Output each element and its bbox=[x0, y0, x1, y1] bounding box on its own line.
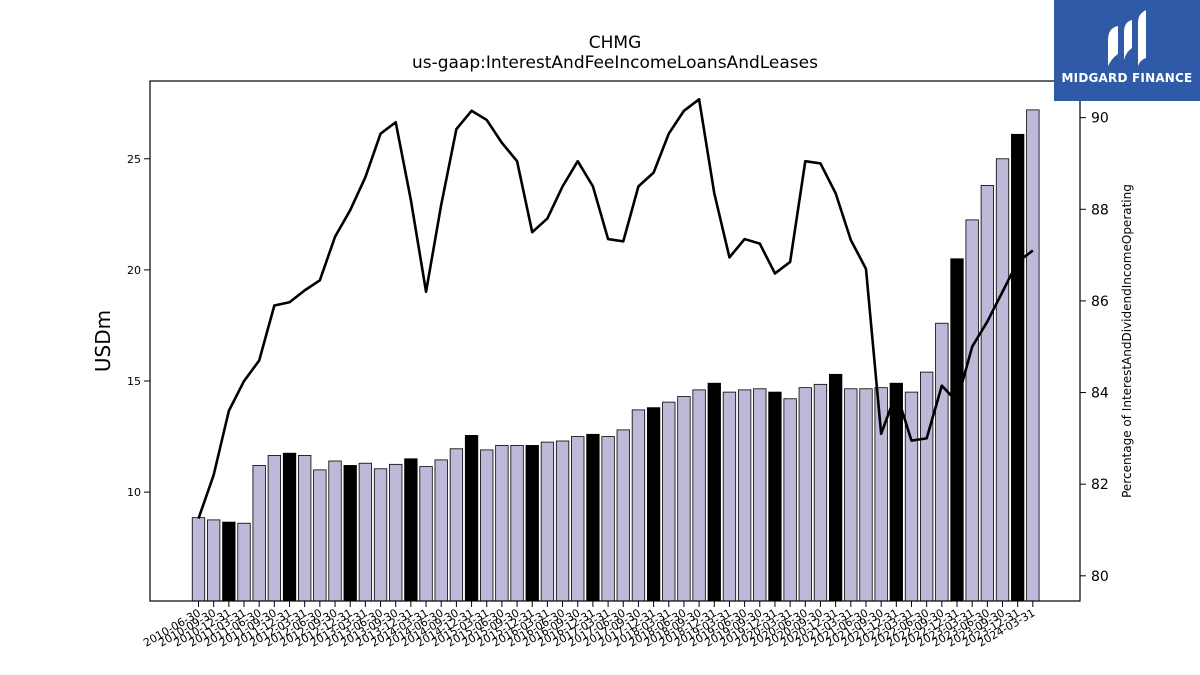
bar-2015-12-31 bbox=[525, 445, 539, 602]
right-axis: 80 82 84 86 88 90 bbox=[1080, 111, 1109, 585]
bar-2016-09-30 bbox=[571, 436, 585, 602]
bar-2011-12-31 bbox=[282, 452, 297, 602]
bar-2019-03-31 bbox=[722, 391, 737, 602]
bar-2017-09-30 bbox=[631, 409, 646, 602]
y2-tick-label: 84 bbox=[1091, 386, 1109, 402]
bar-2012-09-30 bbox=[328, 460, 342, 602]
x-axis: 2010-06-302010-09-302010-12-312011-03-31… bbox=[141, 601, 1037, 650]
line-series bbox=[197, 98, 1034, 519]
bar-2023-06-30 bbox=[980, 185, 994, 602]
bar-2019-09-30 bbox=[753, 388, 767, 602]
y-tick-label: 15 bbox=[127, 375, 141, 388]
bar-2020-09-30 bbox=[813, 383, 828, 602]
bar-2011-06-30 bbox=[252, 465, 266, 602]
bar-2014-09-30 bbox=[449, 448, 464, 602]
logo-mark-icon bbox=[1108, 10, 1146, 66]
bar-2022-12-31 bbox=[950, 258, 964, 602]
bar-2015-03-31 bbox=[480, 449, 494, 602]
y-axis-label: USDm bbox=[91, 310, 115, 372]
bar-2010-06-30 bbox=[191, 517, 206, 602]
bar-2023-03-31 bbox=[965, 219, 979, 602]
bar-2022-09-30 bbox=[935, 322, 949, 602]
bar-2016-06-30 bbox=[555, 440, 570, 602]
bar-2023-09-30 bbox=[995, 158, 1010, 602]
bar-2021-06-30 bbox=[859, 388, 873, 602]
y-tick-label: 20 bbox=[127, 264, 141, 277]
plot-frame bbox=[149, 80, 1081, 602]
bar-2020-03-31 bbox=[783, 398, 797, 602]
bar-2020-12-31 bbox=[828, 373, 843, 602]
bar-2021-12-31 bbox=[889, 382, 903, 602]
y2-tick-label: 90 bbox=[1091, 111, 1109, 127]
midgard-finance-logo: MIDGARD FINANCE bbox=[1054, 0, 1200, 101]
bar-2017-12-31 bbox=[646, 407, 661, 602]
y-tick-label: 10 bbox=[127, 486, 141, 499]
logo-text: MIDGARD FINANCE bbox=[1061, 71, 1193, 85]
bar-2014-12-31 bbox=[464, 435, 479, 602]
bar-2013-09-30 bbox=[389, 463, 403, 602]
bar-2015-06-30 bbox=[495, 445, 509, 602]
bar-2010-12-31 bbox=[222, 521, 236, 602]
bar-2013-12-31 bbox=[404, 458, 418, 602]
y2-axis-label: Percentage of InterestAndDividendIncomeO… bbox=[1120, 184, 1134, 498]
y2-tick-label: 80 bbox=[1091, 569, 1109, 585]
y2-tick-label: 82 bbox=[1091, 477, 1109, 493]
bar-2016-12-31 bbox=[586, 433, 600, 602]
bar-2014-03-31 bbox=[419, 466, 433, 602]
bar-2010-09-30 bbox=[207, 519, 221, 602]
bar-2021-03-31 bbox=[844, 388, 858, 602]
bar-2024-03-31 bbox=[1026, 109, 1040, 602]
bar-2020-06-30 bbox=[798, 387, 812, 602]
bar-2019-12-31 bbox=[768, 391, 782, 602]
bar-2018-09-30 bbox=[692, 389, 706, 602]
chart-title: CHMG bbox=[588, 33, 642, 53]
bar-2018-12-31 bbox=[707, 382, 721, 602]
y2-tick-label: 86 bbox=[1091, 294, 1109, 310]
percentage-line bbox=[197, 98, 1034, 519]
y2-tick-label: 88 bbox=[1091, 202, 1109, 218]
bar-2014-06-30 bbox=[434, 459, 448, 602]
bar-2012-12-31 bbox=[343, 465, 357, 602]
bar-2017-03-31 bbox=[601, 436, 615, 602]
bar-2017-06-30 bbox=[616, 429, 630, 602]
bar-2018-03-31 bbox=[662, 401, 676, 602]
bar-2023-12-31 bbox=[1011, 133, 1025, 602]
bar-2013-06-30 bbox=[373, 468, 388, 602]
bar-2016-03-31 bbox=[540, 441, 555, 602]
bar-2013-03-31 bbox=[358, 462, 373, 602]
y-tick-label: 25 bbox=[127, 153, 141, 166]
bar-2011-09-30 bbox=[267, 455, 282, 602]
bar-2019-06-30 bbox=[737, 389, 752, 602]
bar-2022-06-30 bbox=[920, 371, 934, 602]
bar-2015-09-30 bbox=[510, 445, 524, 602]
chart-subtitle: us-gaap:InterestAndFeeIncomeLoansAndLeas… bbox=[412, 53, 818, 73]
left-axis: 10 15 20 25 bbox=[127, 153, 150, 499]
bar-2018-06-30 bbox=[677, 396, 691, 602]
bar-2012-03-31 bbox=[298, 455, 312, 602]
bar-2011-03-31 bbox=[237, 522, 251, 602]
bar-series bbox=[191, 109, 1040, 602]
bar-2012-06-30 bbox=[313, 469, 327, 602]
